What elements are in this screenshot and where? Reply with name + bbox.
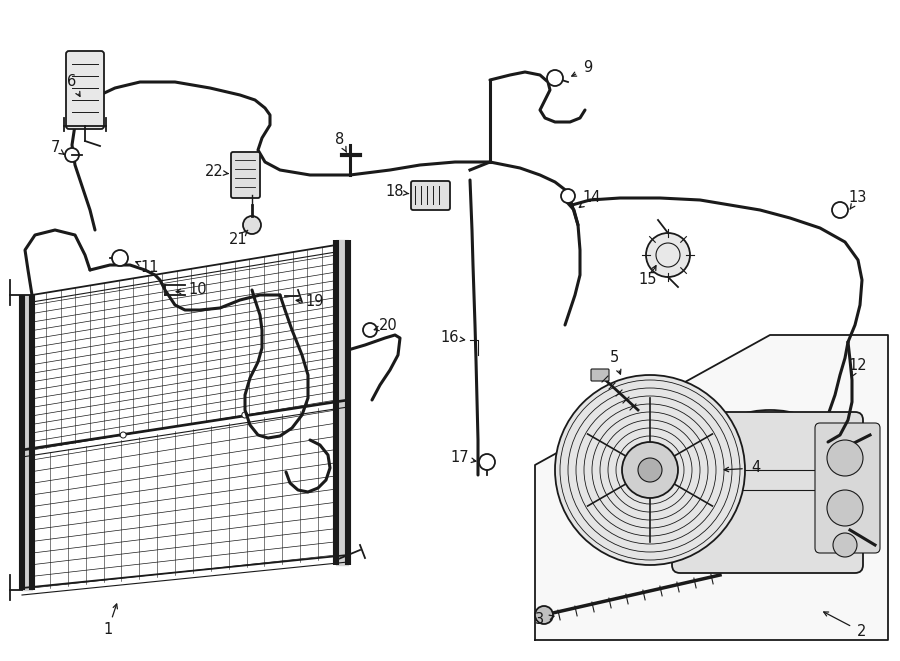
Text: 12: 12 — [849, 358, 868, 373]
Text: 13: 13 — [849, 190, 868, 206]
Circle shape — [479, 454, 495, 470]
Text: 18: 18 — [386, 184, 404, 200]
Text: 16: 16 — [441, 330, 459, 346]
Circle shape — [832, 202, 848, 218]
Text: 2: 2 — [858, 625, 867, 639]
Text: 8: 8 — [336, 132, 345, 147]
Circle shape — [833, 533, 857, 557]
Text: 3: 3 — [536, 613, 544, 627]
Circle shape — [65, 148, 79, 162]
FancyBboxPatch shape — [411, 181, 450, 210]
Text: 20: 20 — [379, 319, 398, 334]
Circle shape — [535, 606, 553, 624]
Text: 15: 15 — [639, 272, 657, 288]
Text: 5: 5 — [609, 350, 618, 366]
FancyBboxPatch shape — [672, 412, 863, 573]
Circle shape — [555, 375, 745, 565]
Circle shape — [646, 233, 690, 277]
Text: 10: 10 — [189, 282, 207, 297]
Circle shape — [561, 189, 575, 203]
Circle shape — [638, 458, 662, 482]
Text: 1: 1 — [104, 623, 112, 637]
Text: 4: 4 — [752, 461, 760, 475]
Text: 21: 21 — [229, 233, 248, 247]
Text: 6: 6 — [68, 75, 76, 89]
FancyBboxPatch shape — [231, 152, 260, 198]
Circle shape — [363, 323, 377, 337]
Ellipse shape — [680, 410, 860, 570]
Circle shape — [121, 432, 126, 438]
Circle shape — [242, 412, 248, 418]
Circle shape — [622, 442, 678, 498]
Text: 17: 17 — [451, 451, 469, 465]
Text: 7: 7 — [50, 141, 59, 155]
Text: 9: 9 — [583, 61, 592, 75]
Circle shape — [827, 490, 863, 526]
Polygon shape — [535, 335, 888, 640]
Text: 11: 11 — [140, 260, 159, 276]
Circle shape — [827, 440, 863, 476]
Text: 19: 19 — [306, 295, 324, 309]
Circle shape — [112, 250, 128, 266]
Circle shape — [243, 216, 261, 234]
FancyBboxPatch shape — [815, 423, 880, 553]
Circle shape — [547, 70, 563, 86]
Text: 22: 22 — [204, 165, 223, 180]
Text: 14: 14 — [583, 190, 601, 206]
FancyBboxPatch shape — [591, 369, 609, 381]
FancyBboxPatch shape — [66, 51, 104, 129]
